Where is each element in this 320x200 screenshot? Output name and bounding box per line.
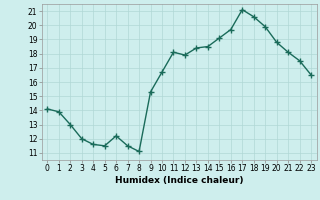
X-axis label: Humidex (Indice chaleur): Humidex (Indice chaleur): [115, 176, 244, 185]
